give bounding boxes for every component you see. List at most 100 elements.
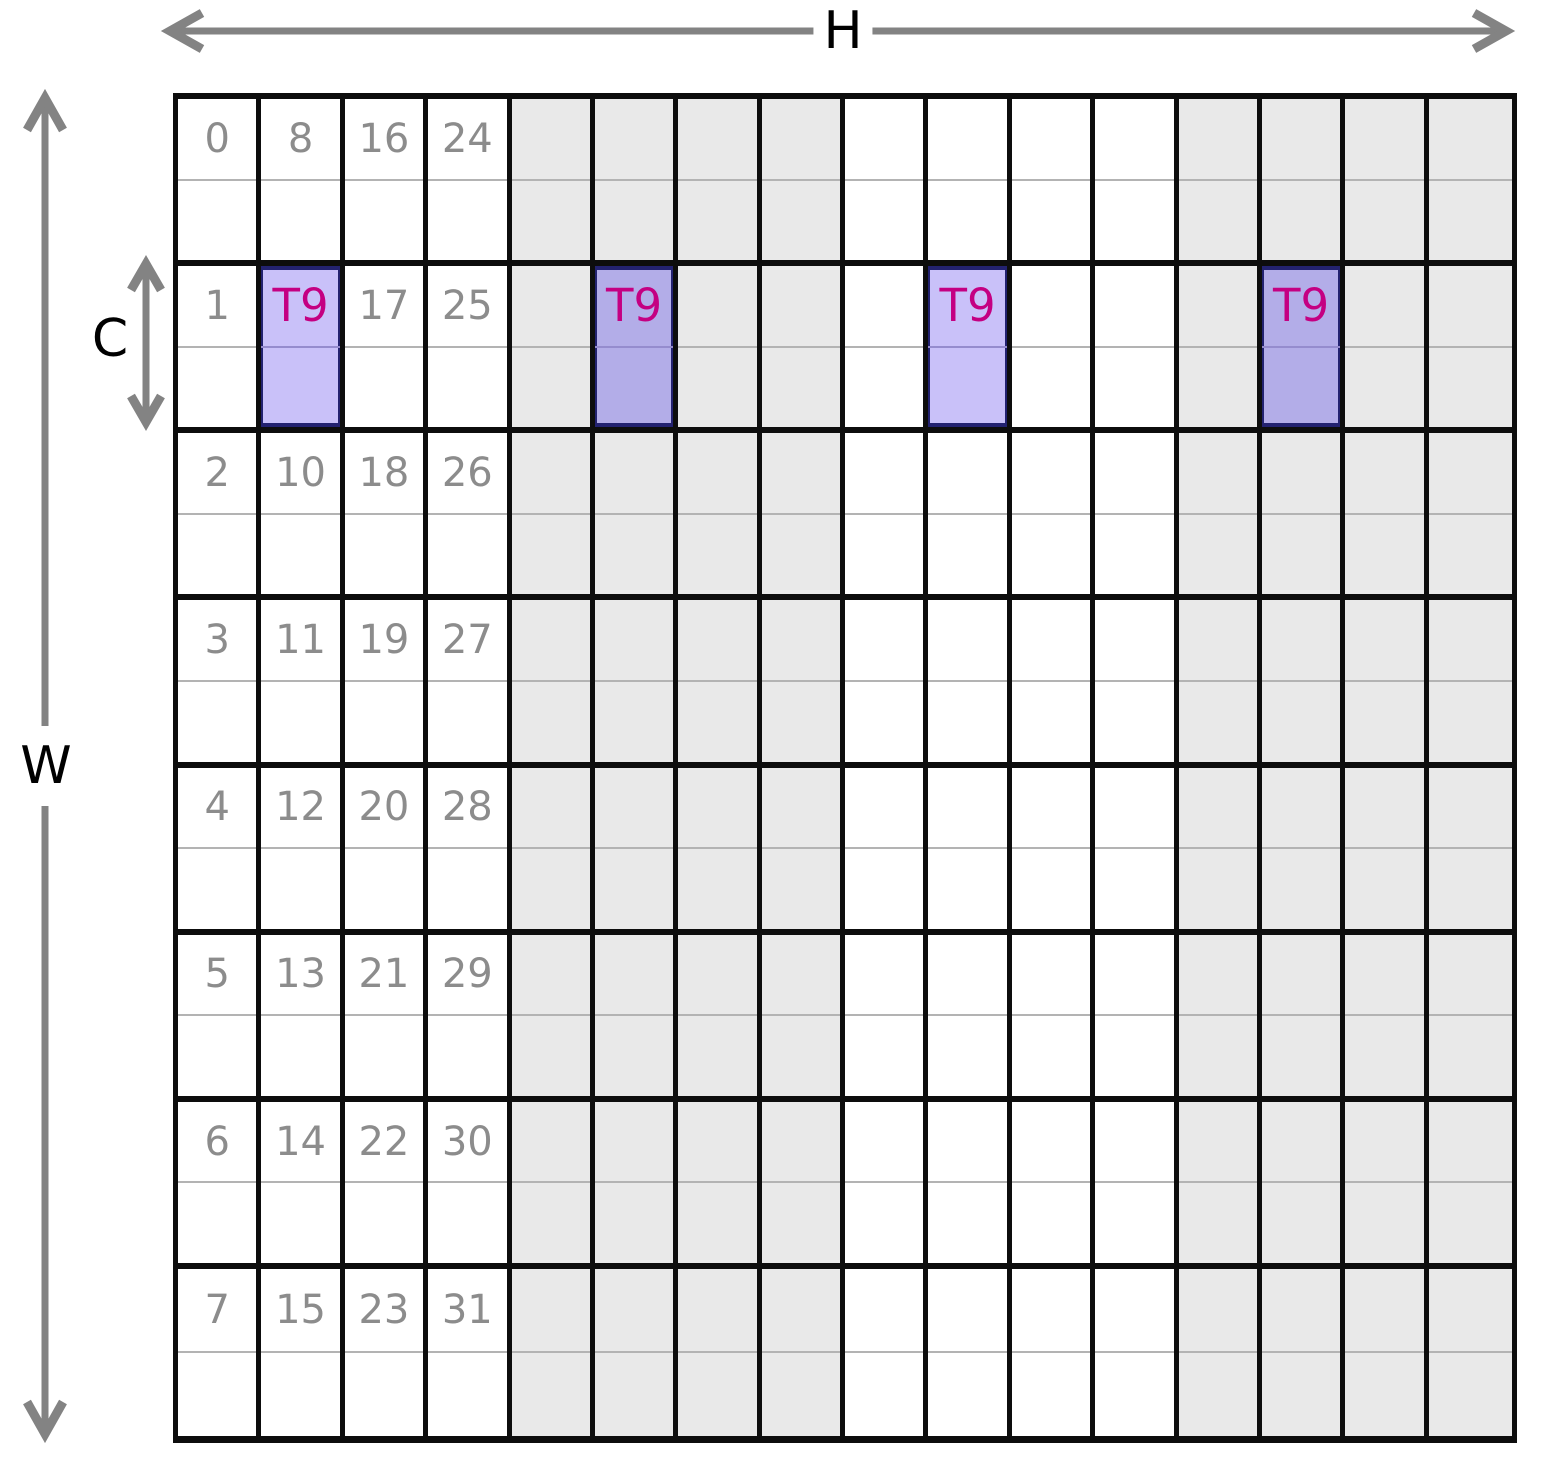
cell-lower-half — [1095, 178, 1174, 261]
grid-cell — [1428, 266, 1512, 434]
cell-lower-half — [1261, 1181, 1341, 1263]
cell-upper-half: 7 — [178, 1269, 256, 1352]
grid-cell: 5 — [178, 934, 262, 1102]
grid-cell: 11 — [261, 600, 345, 768]
cell-upper-half — [512, 600, 590, 680]
cell-upper-half — [1095, 266, 1173, 346]
cell-lower-half — [1178, 1351, 1257, 1436]
cell-lower-half — [761, 1351, 840, 1436]
grid-cell — [678, 433, 762, 601]
grid-cell — [761, 1268, 845, 1436]
cell-lower-half — [511, 679, 590, 762]
cell-lower-half — [1261, 345, 1341, 428]
cell-lower-half — [261, 1351, 340, 1436]
cell-lower-half — [928, 512, 1007, 595]
cell-lower-half — [1095, 847, 1174, 929]
cell-upper-half — [1095, 1102, 1173, 1182]
cell-lower-half — [428, 1014, 507, 1096]
cell-lower-half — [178, 1181, 257, 1263]
cell-upper-half — [1345, 433, 1423, 513]
grid-cell — [1178, 767, 1262, 935]
c-dimension-arrow — [127, 254, 165, 432]
cell-upper-half: 6 — [178, 1102, 256, 1182]
grid-cell — [594, 99, 679, 267]
cell-lower-half — [1095, 512, 1174, 595]
cell-lower-half — [1345, 679, 1424, 762]
cell-lower-half — [594, 178, 674, 261]
cell-lower-half — [1178, 679, 1257, 762]
grid-cell — [511, 1101, 595, 1269]
cell-upper-half — [512, 266, 590, 346]
grid-cell — [1011, 1101, 1096, 1269]
cell-upper-half: 1 — [178, 266, 256, 346]
grid-cell: 19 — [344, 600, 429, 768]
grid-cell — [1428, 934, 1512, 1102]
cell-lower-half — [1345, 1014, 1424, 1096]
cell-upper-half — [928, 1102, 1006, 1182]
cell-lower-half — [178, 847, 257, 929]
grid-cell: 1 — [178, 266, 262, 434]
cell-upper-half — [1179, 266, 1257, 346]
grid-cell — [1095, 1101, 1179, 1269]
grid-cell — [928, 600, 1012, 768]
cell-lower-half — [1261, 1351, 1341, 1436]
cell-upper-half: 20 — [345, 768, 423, 848]
grid-cell: 28 — [428, 767, 512, 935]
cell-lower-half — [511, 1181, 590, 1263]
cell-upper-half — [1429, 266, 1512, 346]
grid-cell — [1261, 767, 1346, 935]
grid-cell: 15 — [261, 1268, 345, 1436]
cell-lower-half — [178, 1014, 257, 1096]
cell-lower-half — [761, 512, 840, 595]
cell-number: 10 — [275, 450, 327, 497]
grid-cell — [845, 1101, 929, 1269]
cell-upper-half: 15 — [261, 1269, 339, 1352]
cell-lower-half — [594, 1351, 674, 1436]
cell-upper-half — [512, 768, 590, 848]
cell-upper-half: 28 — [428, 768, 506, 848]
cell-number: 7 — [204, 1287, 230, 1334]
cell-lower-half — [1011, 679, 1091, 762]
cell-upper-half — [1345, 600, 1423, 680]
cell-upper-half — [845, 768, 923, 848]
grid-cell: 4 — [178, 767, 262, 935]
cell-upper-half — [1429, 935, 1512, 1015]
cell-lower-half — [928, 1351, 1007, 1436]
cell-lower-half — [761, 1181, 840, 1263]
grid-cell — [511, 99, 595, 267]
grid-cell — [1261, 433, 1346, 601]
grid-cell — [1345, 266, 1429, 434]
grid-cell — [1178, 934, 1262, 1102]
cell-upper-half: 13 — [261, 935, 339, 1015]
cell-number: 16 — [358, 115, 410, 162]
cell-lower-half — [1345, 178, 1424, 261]
grid-cell — [594, 934, 679, 1102]
cell-lower-half — [1428, 847, 1512, 929]
cell-lower-half — [261, 1014, 340, 1096]
grid-cell — [1178, 1101, 1262, 1269]
cell-lower-half — [428, 1351, 507, 1436]
cell-lower-half — [928, 178, 1007, 261]
grid-cell — [678, 1268, 762, 1436]
cell-lower-half — [1095, 679, 1174, 762]
cell-upper-half — [845, 1102, 923, 1182]
cell-lower-half — [1261, 847, 1341, 929]
grid-cell — [845, 99, 929, 267]
cell-number: 8 — [287, 115, 314, 162]
grid-cell — [511, 1268, 595, 1436]
cell-lower-half — [178, 178, 257, 261]
cell-upper-half — [678, 99, 756, 179]
cell-upper-half — [678, 1102, 756, 1182]
cell-lower-half — [344, 1181, 424, 1263]
cell-upper-half: 21 — [345, 935, 423, 1015]
grid-cell: 16 — [344, 99, 429, 267]
grid-cell — [1095, 1268, 1179, 1436]
cell-upper-half — [1262, 935, 1340, 1015]
cell-upper-half — [1429, 1269, 1512, 1352]
cell-number: 3 — [204, 617, 230, 664]
grid-cell: 26 — [428, 433, 512, 601]
cell-lower-half — [594, 1181, 674, 1263]
grid-cell — [594, 1101, 679, 1269]
cell-upper-half — [1345, 1102, 1423, 1182]
cell-upper-half — [1179, 600, 1257, 680]
